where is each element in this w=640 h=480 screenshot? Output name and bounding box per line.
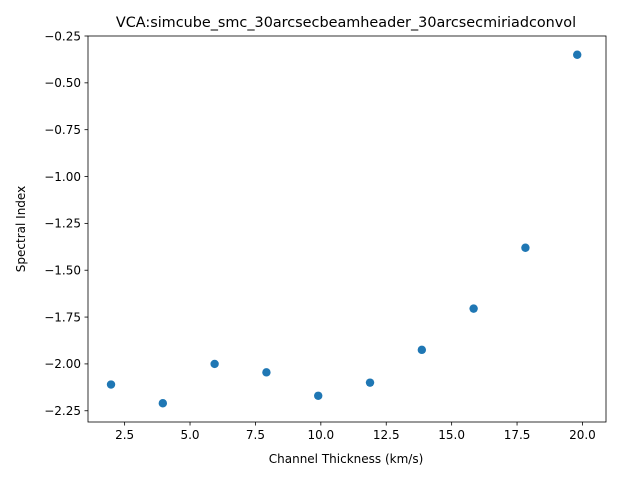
y-axis-label: Spectral Index [14,186,28,272]
y-tick-label: −0.50 [44,76,81,90]
data-point [158,399,168,408]
x-tick-label: 20.0 [569,428,596,442]
x-axis-label: Channel Thickness (km/s) [269,452,424,466]
data-point [521,243,530,252]
x-tick-label: 10.0 [307,428,334,442]
data-point [106,380,116,389]
x-tick-label: 5.0 [180,428,199,442]
chart-title: VCA:simcube_smc_30arcsecbeamheader_30arc… [116,15,576,31]
y-tick-label: −1.25 [44,217,81,231]
axes-frame [87,35,607,423]
x-tick-label: 2.5 [115,428,134,442]
data-point [314,391,323,400]
y-tick-label: −1.00 [44,170,81,184]
x-tick-label: 12.5 [373,428,400,442]
x-tick-label: 7.5 [246,428,265,442]
data-point [365,378,375,387]
data-point [210,359,219,369]
data-point [469,304,478,313]
x-tick-label: 15.0 [438,428,465,442]
y-tick-label: −0.75 [44,123,81,137]
data-point [573,50,582,59]
x-tick-label: 17.5 [504,428,531,442]
y-tick-label: −1.75 [44,310,81,324]
y-tick-label: −0.25 [44,29,81,43]
y-tick-label: −2.25 [44,404,81,418]
data-point [262,368,271,377]
y-tick-label: −2.00 [44,357,81,371]
y-tick-label: −1.50 [44,264,81,278]
plot-area: 2.5 5.0 7.5 10.0 12.5 15.0 17.5 20.0 −2.25 −2.00 −… [44,29,607,442]
data-point [417,345,427,355]
